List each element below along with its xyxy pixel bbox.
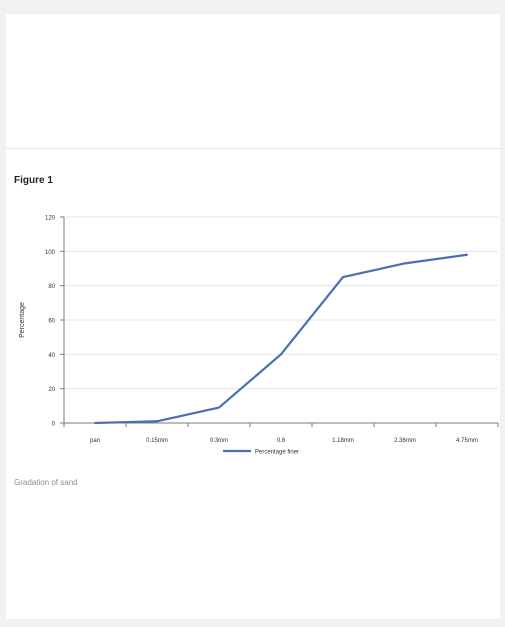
data-point (156, 420, 158, 423)
y-tick-label: 60 (48, 319, 55, 325)
axis-layer: 0 20 40 60 80 100 120 pan 0.15mm 0.3mm 0.6 1.18mm 2.… (19, 216, 499, 444)
x-tick-label: 0.3mm (210, 438, 228, 444)
y-tick-label: 0 (52, 422, 56, 428)
series-line (94, 253, 468, 425)
figure-card: Figure 1 0 20 40 60 80 100 120 pan 0.15mm 0.3mm 0.… (6, 148, 500, 509)
data-point (218, 406, 220, 409)
y-tick-label: 80 (48, 284, 55, 290)
line-chart: Figure 1 0 20 40 60 80 100 120 pan 0.15mm 0.3mm 0.… (14, 175, 499, 456)
figure-title: Figure 1 (14, 175, 53, 186)
data-point (94, 422, 96, 424)
x-tick-label: 0.6 (277, 438, 286, 444)
x-tick-label: 0.15mm (146, 438, 168, 444)
y-tick-label: 20 (48, 387, 55, 393)
series-layer (94, 253, 468, 425)
x-tick-label: pan (90, 438, 100, 444)
x-tick-label: 1.18mm (332, 438, 354, 444)
data-point (342, 276, 344, 279)
y-tick-label: 100 (45, 250, 56, 256)
data-point (280, 353, 282, 356)
figure-caption: Gradation of sand (14, 478, 78, 487)
x-tick-label: 2.36mm (394, 438, 416, 444)
y-tick-label: 120 (45, 216, 56, 222)
page: Figure 1 0 20 40 60 80 100 120 pan 0.15mm 0.3mm 0.… (6, 14, 500, 619)
data-point (404, 262, 406, 265)
chart-legend: Percentage finer (223, 450, 299, 456)
legend-label: Percentage finer (255, 450, 299, 456)
data-point (466, 253, 468, 256)
x-tick-label: 4.75mm (456, 438, 478, 444)
y-tick-label: 40 (48, 353, 55, 359)
grid-layer (64, 216, 498, 424)
y-axis-label: Percentage (19, 302, 26, 338)
